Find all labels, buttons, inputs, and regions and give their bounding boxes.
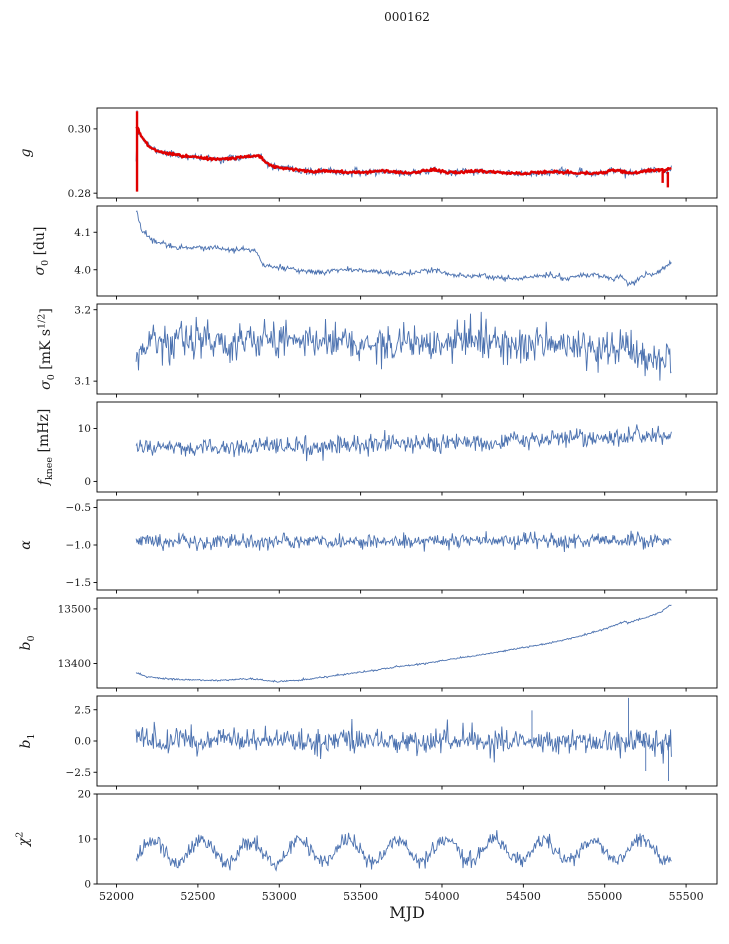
y-axis-label-b1: b1 — [18, 733, 37, 748]
plot-area-chi2 — [135, 830, 672, 872]
subplot-alpha: −1.5 −1.0 −0.5 α — [18, 499, 718, 594]
subplot-b1: −2.5 0.0 2.5 b1 — [18, 695, 718, 790]
y-tick-label: 13500 — [58, 604, 91, 616]
x-tick-label: 55500 — [669, 890, 704, 903]
y-axis-label-sigma0_mK: σ0 [mK s1/2] — [37, 308, 58, 390]
figure-title: 000162 — [384, 10, 430, 24]
y-tick-label: 4.1 — [74, 227, 91, 239]
subplot-b0: 13400 13500 b0 — [18, 597, 718, 692]
plot-area-sigma0_mK — [135, 311, 672, 381]
plot-area-b0 — [135, 604, 672, 683]
axes-frame — [96, 597, 718, 689]
y-tick-label: 2.5 — [74, 704, 91, 716]
y-tick-label: 10 — [78, 834, 91, 846]
x-tick-label: 54500 — [506, 890, 541, 903]
plot-area-f_knee — [135, 424, 672, 462]
x-tick-label: 53000 — [262, 890, 297, 903]
y-tick-label: −1.0 — [66, 540, 92, 552]
series-sigma0_du — [135, 210, 672, 287]
y-tick-label: 13400 — [58, 658, 91, 670]
x-axis-label: MJD — [389, 903, 425, 922]
y-axis-label-f_knee: fknee [mHz] — [36, 409, 55, 487]
y-tick-label: −2.5 — [66, 767, 92, 779]
x-tick-label: 52500 — [180, 890, 215, 903]
y-tick-label: 0.0 — [74, 736, 91, 748]
series-chi2 — [135, 830, 672, 872]
subplot-chi2: 0 10 20 52000 52500 53000 53500 54000 54500 55000… — [15, 789, 718, 903]
subplot-g: 0.28 0.30 g — [18, 107, 718, 202]
overlay-series-g — [135, 125, 672, 176]
y-axis-label-sigma0_du: σ0 [du] — [32, 227, 51, 276]
series-sigma0_mK — [135, 311, 672, 381]
plot-area-g — [135, 110, 672, 192]
subplot-sigma0_mK: 3.1 3.2 σ0 [mK s1/2] — [37, 303, 718, 398]
x-tick-label: 52000 — [99, 890, 134, 903]
y-tick-label: 0 — [84, 879, 91, 891]
y-axis-label-b0: b0 — [18, 635, 37, 650]
y-tick-label: 3.1 — [74, 376, 91, 388]
axes-frame — [96, 303, 718, 395]
x-tick-label: 55000 — [587, 890, 622, 903]
series-f_knee — [135, 424, 672, 462]
subplot-f_knee: 0 10 fknee [mHz] — [36, 401, 718, 496]
subplot-sigma0_du: 4.0 4.1 σ0 [du] — [32, 205, 718, 300]
axes-frame — [96, 107, 718, 199]
axes-frame — [96, 401, 718, 493]
y-tick-label: 20 — [78, 789, 91, 801]
x-tick-label: 53500 — [343, 890, 378, 903]
series-alpha — [135, 530, 672, 553]
y-tick-label: 0 — [84, 476, 91, 488]
y-tick-label: 0.28 — [68, 188, 91, 200]
y-axis-label-g: g — [18, 148, 34, 157]
y-tick-label: −1.5 — [66, 577, 92, 589]
plot-area-sigma0_du — [135, 210, 672, 287]
series-b0 — [135, 604, 672, 683]
y-tick-label: 4.0 — [74, 264, 91, 276]
series-g — [135, 129, 672, 179]
y-axis-label-alpha: α — [18, 540, 34, 550]
axes-frame — [96, 793, 718, 885]
y-tick-label: 3.2 — [74, 304, 91, 316]
plot-area-alpha — [135, 530, 672, 553]
axes-frame — [96, 205, 718, 297]
plot-area-b1 — [135, 697, 672, 781]
series-b1 — [135, 718, 672, 764]
y-tick-label: −0.5 — [66, 502, 92, 514]
y-axis-label-chi2: χ2 — [15, 832, 33, 848]
y-tick-label: 10 — [78, 423, 91, 435]
y-tick-label: 0.30 — [68, 123, 91, 135]
x-tick-label: 54000 — [424, 890, 459, 903]
